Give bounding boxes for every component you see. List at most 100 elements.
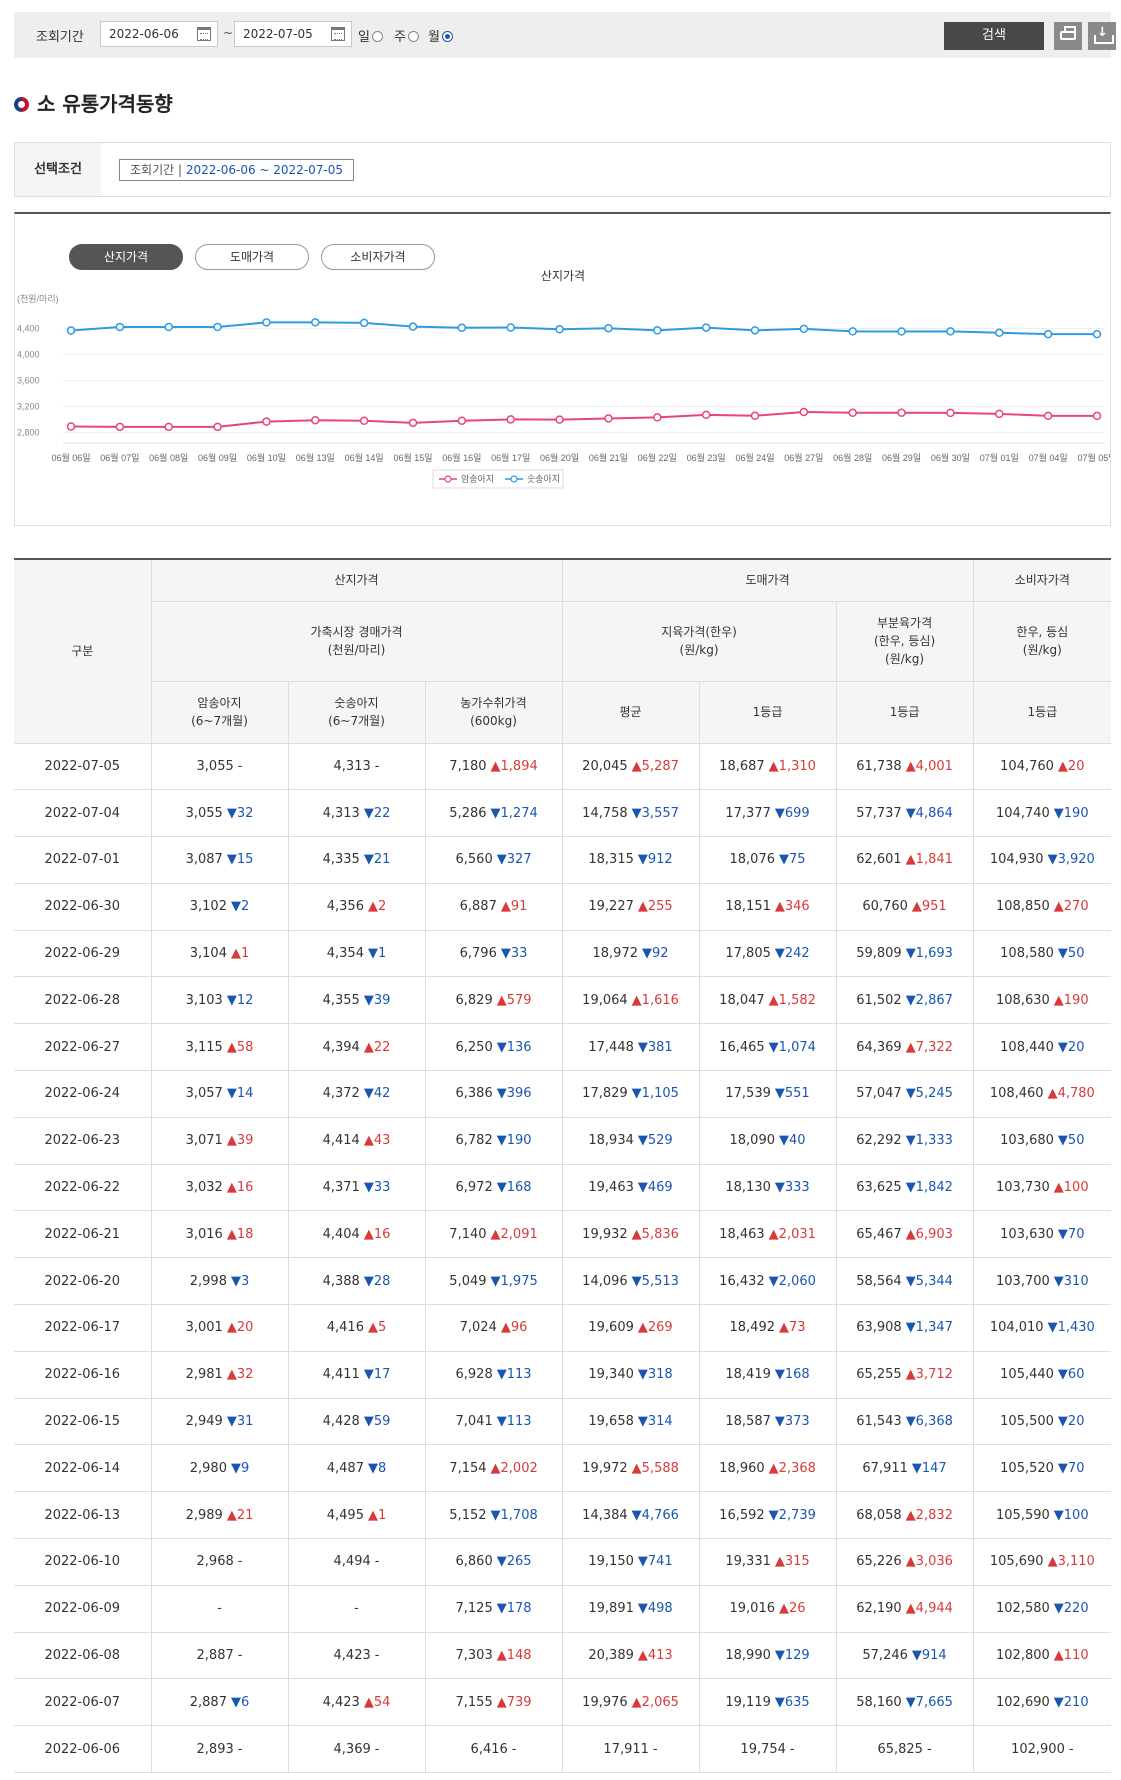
- price-value: 4,335: [322, 852, 360, 868]
- row-date: 2022-06-06: [14, 1725, 152, 1774]
- price-value: 103,680: [1000, 1133, 1054, 1149]
- price-change: ▼1,430: [1047, 1320, 1095, 1336]
- price-cell: 6,560 ▼327: [424, 836, 563, 884]
- end-date-input[interactable]: 2022-07-05: [234, 21, 352, 47]
- price-cell: 60,760 ▲951: [835, 882, 974, 931]
- price-value: 4,394: [322, 1039, 360, 1055]
- condition-tag-value: 2022-06-06 ~ 2022-07-05: [185, 163, 344, 177]
- data-point: [1043, 329, 1053, 339]
- price-change: ▲39: [226, 1133, 254, 1149]
- price-change: ▼699: [774, 805, 810, 821]
- price-cell: 19,976 ▲2,065: [561, 1678, 700, 1727]
- price-change: ▼178: [496, 1601, 532, 1617]
- y-tick-label: 3,200: [17, 402, 40, 412]
- table-row: 2022-07-01 3,087 ▼15 4,335 ▼21 6,560 ▼327 18,31…: [14, 836, 1112, 884]
- price-cell: 18,463 ▲2,031: [698, 1210, 837, 1259]
- price-cell: 3,087 ▼15: [150, 836, 289, 884]
- price-change: ▲3,712: [905, 1367, 953, 1383]
- row-date: 2022-06-17: [14, 1304, 152, 1352]
- price-value: 103,730: [996, 1180, 1050, 1196]
- row-date: 2022-06-24: [14, 1070, 152, 1118]
- price-change: ▼28: [363, 1273, 391, 1289]
- x-tick-label: 06월 24일: [735, 452, 774, 463]
- price-change: ▲1,616: [631, 992, 679, 1008]
- price-value: 18,047: [719, 992, 765, 1008]
- download-button[interactable]: [1088, 22, 1116, 50]
- price-value: 14,096: [582, 1273, 628, 1289]
- period-option-month[interactable]: 월: [428, 26, 453, 45]
- price-cell: 68,058 ▲2,832: [835, 1491, 974, 1540]
- price-change: ▲2,065: [631, 1694, 679, 1710]
- price-change: ▼4,864: [905, 805, 953, 821]
- price-cell: 19,340 ▼318: [561, 1350, 700, 1399]
- period-option-week[interactable]: 주: [394, 26, 419, 45]
- price-cell: 57,246 ▼914: [835, 1631, 974, 1680]
- data-point: [946, 408, 955, 418]
- price-change: ▼2: [230, 899, 250, 915]
- tab-wholesale-price[interactable]: 도매가격: [195, 244, 309, 270]
- radio-week[interactable]: [407, 31, 419, 42]
- tab-origin-price[interactable]: 산지가격: [69, 244, 183, 270]
- price-cell: 18,076 ▼75: [698, 836, 837, 884]
- price-cell: 17,829 ▼1,105: [561, 1070, 700, 1118]
- search-button[interactable]: 검색: [944, 22, 1044, 50]
- price-cell: 2,998 ▼3: [150, 1257, 289, 1306]
- price-value: 17,377: [725, 805, 771, 821]
- calendar-icon[interactable]: [331, 27, 345, 41]
- price-cell: 7,140 ▲2,091: [424, 1210, 563, 1259]
- price-value: 59,809: [856, 946, 902, 962]
- table-body: 2022-07-05 3,055-4,313-7,180 ▲1,894 20,045 ▲…: [14, 742, 1112, 1774]
- price-change: ▲32: [226, 1367, 254, 1383]
- price-value: 4,369: [333, 1741, 371, 1757]
- price-cell: 19,754-: [698, 1725, 837, 1774]
- price-change: ▼190: [1053, 805, 1089, 821]
- table-row: 2022-06-24 3,057 ▼14 4,372 ▼42 6,386 ▼396 17,82…: [14, 1070, 1112, 1118]
- price-change: ▼265: [496, 1554, 532, 1570]
- header-auction-price: 가축시장 경매가격 (천원/마리): [151, 600, 563, 682]
- radio-month[interactable]: [441, 31, 453, 42]
- calendar-icon[interactable]: [197, 27, 211, 41]
- price-change: ▲100: [1053, 1180, 1089, 1196]
- header-origin-price: 산지가격: [150, 558, 563, 602]
- condition-tag: 조회기간 | 2022-06-06 ~ 2022-07-05: [119, 159, 355, 181]
- price-value: 18,687: [719, 758, 765, 774]
- price-change: ▼100: [1053, 1507, 1089, 1523]
- price-cell: 4,494-: [287, 1538, 426, 1586]
- price-value: 17,448: [588, 1039, 634, 1055]
- price-change: ▲16: [226, 1180, 254, 1196]
- price-cell: 4,404 ▲16: [287, 1210, 426, 1259]
- row-date: 2022-06-14: [14, 1444, 152, 1493]
- price-cell: 7,024 ▲96: [424, 1304, 563, 1352]
- price-cell: 2,989 ▲21: [150, 1491, 289, 1540]
- price-change: ▲413: [637, 1648, 673, 1664]
- period-option-day[interactable]: 일: [358, 26, 383, 45]
- price-change: ▼2,867: [905, 992, 953, 1008]
- price-value: 63,625: [856, 1180, 902, 1196]
- price-cell: 14,758 ▼3,557: [561, 789, 700, 838]
- price-change: ▼75: [779, 852, 806, 868]
- header-grade1-cut: 1등급: [835, 680, 974, 744]
- print-button[interactable]: [1054, 22, 1082, 50]
- price-cell: 6,887 ▲91: [424, 882, 563, 931]
- price-cell: 19,463 ▼469: [561, 1163, 700, 1212]
- price-change: ▼1,842: [905, 1180, 953, 1196]
- radio-day[interactable]: [371, 31, 383, 42]
- price-value: 63,908: [856, 1320, 902, 1336]
- start-date-input[interactable]: 2022-06-06: [100, 21, 218, 47]
- data-point: [115, 422, 125, 432]
- x-tick-label: 06월 29일: [882, 452, 921, 463]
- row-date: 2022-06-30: [14, 882, 152, 931]
- price-change: ▲4,944: [905, 1601, 953, 1617]
- price-value: 6,250: [455, 1039, 493, 1055]
- price-cell: 57,737 ▼4,864: [835, 789, 974, 838]
- price-cell: 18,990 ▼129: [698, 1631, 837, 1680]
- price-cell: 3,055-: [150, 742, 289, 791]
- price-change: ▼33: [500, 946, 528, 962]
- price-change: ▼6,368: [905, 1414, 953, 1430]
- x-tick-label: 06월 14일: [345, 452, 384, 463]
- price-value: 6,386: [455, 1086, 493, 1102]
- price-value: 65,226: [856, 1554, 902, 1570]
- row-date: 2022-06-16: [14, 1350, 152, 1399]
- tab-consumer-price[interactable]: 소비자가격: [321, 244, 435, 270]
- legend-swatch-marker: [444, 475, 452, 483]
